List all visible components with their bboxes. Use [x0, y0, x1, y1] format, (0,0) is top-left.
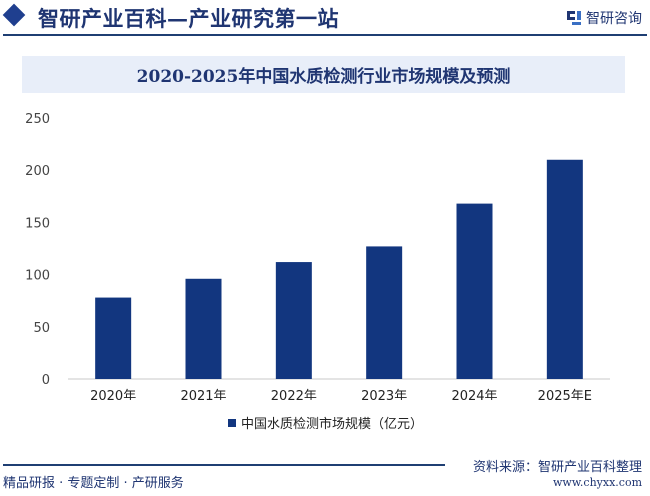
- bar-3: [366, 246, 403, 379]
- brand-logo-icon: [567, 11, 581, 25]
- y-tick-label: 150: [25, 216, 50, 231]
- chart-title-band: 2020-2025年中国水质检测行业市场规模及预测: [22, 56, 625, 93]
- x-tick-label: 2025年E: [538, 389, 592, 400]
- bar-1: [185, 278, 222, 379]
- legend-swatch: [228, 418, 236, 427]
- legend-label: 中国水质检测市场规模（亿元）: [241, 417, 424, 432]
- footer-services: 精品研报 · 专题定制 · 产研服务: [3, 476, 184, 491]
- bar-2: [275, 262, 312, 379]
- brand-logo: 智研咨询: [566, 8, 642, 28]
- brand-name: 智研咨询: [586, 11, 642, 27]
- footer-url[interactable]: www.chyxx.com: [552, 476, 642, 489]
- header-title: 智研产业百科—产业研究第一站: [38, 6, 339, 31]
- header-diamond-icon: [2, 3, 26, 27]
- bar-5: [546, 159, 583, 379]
- x-tick-label: 2021年: [180, 389, 226, 400]
- footer-source: 资料来源：智研产业百科整理: [472, 460, 642, 475]
- y-tick-label: 50: [33, 321, 50, 336]
- footer-divider: [3, 464, 445, 466]
- x-tick-label: 2024年: [451, 389, 497, 400]
- y-tick-label: 250: [25, 112, 50, 127]
- y-tick-label: 0: [42, 373, 50, 388]
- chart-title: 2020-2025年中国水质检测行业市场规模及预测: [136, 67, 511, 87]
- y-tick-label: 200: [25, 164, 50, 179]
- x-tick-label: 2023年: [361, 389, 407, 400]
- legend: 中国水质检测市场规模（亿元）: [228, 413, 423, 432]
- bar-0: [95, 297, 132, 379]
- y-tick-label: 100: [25, 269, 50, 284]
- header-divider: [3, 34, 647, 36]
- bar-chart: 0 50 100 150 200 250 2020年 2021年 2022年 2023年 2024…: [25, 112, 610, 400]
- bar-4: [456, 203, 493, 379]
- x-tick-label: 2020年: [90, 389, 136, 400]
- x-tick-label: 2022年: [271, 389, 317, 400]
